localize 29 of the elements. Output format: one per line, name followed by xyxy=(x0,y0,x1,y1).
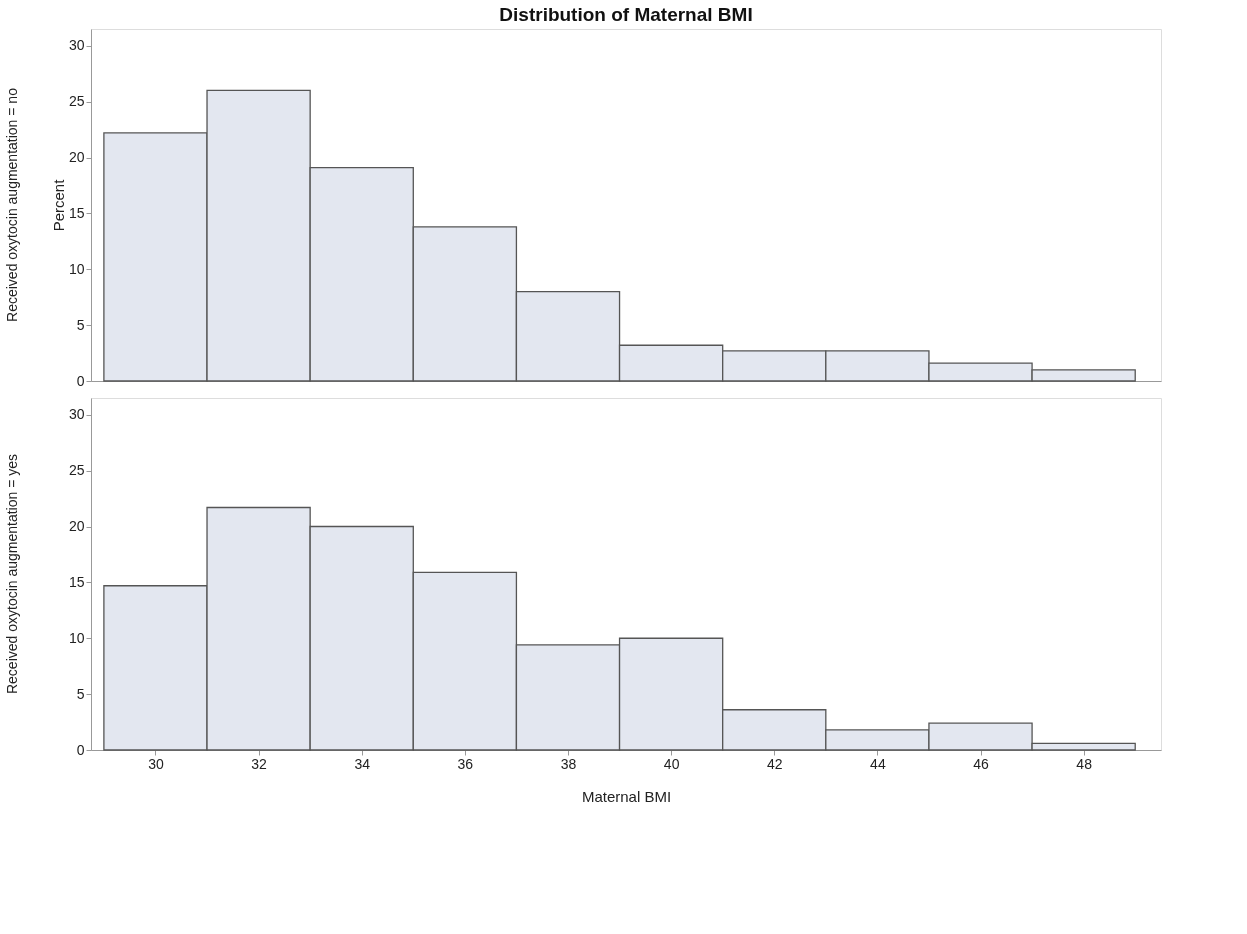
chart-title: Distribution of Maternal BMI xyxy=(499,4,753,25)
x-tick-label: 32 xyxy=(251,755,268,772)
x-tick-label: 48 xyxy=(1076,755,1093,772)
y-tick-label: 20 xyxy=(68,518,85,535)
y-tick-label: 15 xyxy=(68,573,85,590)
y-tick-label: 5 xyxy=(76,316,85,333)
x-tick-label: 44 xyxy=(870,755,886,772)
y-tick-label: 15 xyxy=(68,204,85,221)
y-tick-label: 10 xyxy=(68,260,85,277)
text: Received oxytocin augmentation = yes xyxy=(4,453,20,695)
y-tick-label: 30 xyxy=(68,37,85,54)
y-tick-label: 25 xyxy=(68,462,85,479)
y-tick-label: 0 xyxy=(76,741,85,758)
x-tick-label: 36 xyxy=(457,755,474,772)
y-tick-label: 30 xyxy=(68,406,85,423)
y-tick-label: 25 xyxy=(68,93,85,110)
x-tick-label: 46 xyxy=(973,755,990,772)
text: Received oxytocin augmentation = no xyxy=(4,87,20,322)
x-tick-label: 38 xyxy=(560,755,577,772)
y-tick-label: 5 xyxy=(76,685,85,702)
y-tick-label: 0 xyxy=(76,372,85,389)
x-axis-title: Maternal BMI xyxy=(581,787,672,805)
y-axis-title: Percent xyxy=(49,178,67,232)
x-tick-label: 34 xyxy=(354,755,371,772)
y-tick-label: 10 xyxy=(68,629,85,646)
y-tick-label: 20 xyxy=(68,149,85,166)
x-tick-label: 42 xyxy=(766,755,783,772)
x-tick-label: 40 xyxy=(663,755,680,772)
x-tick-label: 30 xyxy=(148,755,164,772)
